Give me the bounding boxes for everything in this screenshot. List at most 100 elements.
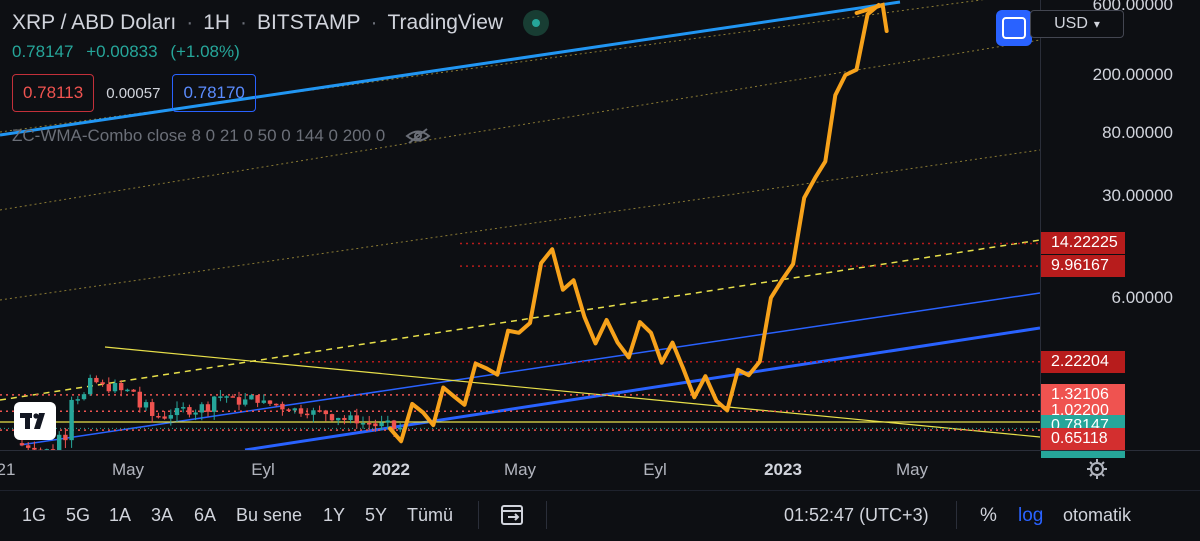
chevron-down-icon: ▾	[1094, 17, 1100, 31]
clock-timezone[interactable]: 01:52:47 (UTC+3)	[784, 505, 929, 526]
price-row: 0.78147 +0.00833 (+1.08%)	[12, 42, 549, 62]
candle-body	[100, 382, 104, 384]
candle-body	[262, 400, 266, 402]
price-change: +0.00833	[86, 42, 157, 61]
divider	[956, 501, 957, 529]
candle-body	[336, 418, 340, 420]
candle-body	[26, 445, 30, 448]
settings-gear-icon[interactable]	[1086, 458, 1108, 480]
price-tick-label: 80.00000	[1102, 123, 1173, 143]
interval-label[interactable]: 1H	[203, 11, 230, 35]
candle-body	[330, 414, 334, 420]
channel-lower-line	[245, 328, 1040, 450]
range-1g[interactable]: 1G	[22, 505, 46, 526]
candle-body	[193, 413, 197, 415]
time-tick-label: 2022	[372, 460, 410, 480]
time-tick-label: 2023	[764, 460, 802, 480]
candle-body	[94, 378, 98, 382]
symbol-row: XRP / ABD Doları · 1H · BITSTAMP · Tradi…	[12, 10, 549, 36]
market-status-icon[interactable]	[523, 10, 549, 36]
price-change-pct: (+1.08%)	[170, 42, 239, 61]
candle-body	[138, 392, 142, 408]
candle-body	[200, 404, 204, 412]
candle-body	[268, 400, 272, 403]
candle-body	[57, 435, 61, 450]
last-price: 0.78147	[12, 42, 73, 61]
candle-body	[107, 384, 111, 391]
candle-body	[317, 410, 321, 412]
price-tick-label: 30.00000	[1102, 186, 1173, 206]
range-5y[interactable]: 5Y	[365, 505, 387, 526]
candle-body	[76, 399, 80, 401]
fullscreen-icon[interactable]	[996, 10, 1032, 46]
candle-body	[311, 410, 315, 415]
time-tick-label: May	[896, 460, 928, 480]
tradingview-logo-icon[interactable]	[14, 402, 56, 440]
time-tick-label: May	[504, 460, 536, 480]
auto-scale-toggle[interactable]: otomatik	[1063, 505, 1131, 526]
candle-body	[237, 397, 241, 405]
spread-value: 0.00057	[106, 85, 160, 102]
range-all[interactable]: Tümü	[407, 505, 453, 526]
eye-off-icon[interactable]	[405, 127, 431, 145]
symbol-title[interactable]: XRP / ABD Doları	[12, 11, 176, 35]
range-6a[interactable]: 6A	[194, 505, 216, 526]
candle-body	[293, 408, 297, 410]
date-range-icon[interactable]	[500, 503, 526, 527]
candle-body	[361, 423, 365, 425]
price-tick-label: 6.00000	[1112, 288, 1173, 308]
candle-body	[20, 443, 24, 445]
range-5g[interactable]: 5G	[66, 505, 90, 526]
candle-body	[386, 421, 390, 423]
price-level-label: 0.65118	[1041, 428, 1125, 450]
candle-body	[398, 428, 402, 430]
candle-body	[63, 435, 67, 440]
divider	[546, 501, 547, 529]
candle-body	[342, 418, 346, 420]
buy-button[interactable]: 0.78170	[172, 74, 255, 112]
candle-body	[224, 396, 228, 398]
candle-body	[367, 423, 371, 425]
range-1y[interactable]: 1Y	[323, 505, 345, 526]
log-toggle[interactable]: log	[1018, 505, 1043, 527]
price-level-label: 2.22204	[1041, 351, 1125, 373]
candle-body	[305, 414, 309, 416]
price-level-label: 14.22225	[1041, 232, 1125, 254]
candle-body	[88, 378, 92, 394]
range-ytd[interactable]: Bu sene	[236, 505, 302, 526]
indicator-label[interactable]: ZC-WMA-Combo close 8 0 21 0 50 0 144 0 2…	[12, 126, 385, 146]
candle-body	[392, 421, 396, 430]
candle-body	[131, 390, 135, 392]
bid-ask-row: 0.78113 0.00057 0.78170	[12, 74, 549, 112]
candle-body	[175, 408, 179, 415]
currency-button[interactable]: USD ▾	[1030, 10, 1124, 38]
sell-button[interactable]: 0.78113	[12, 74, 94, 112]
candle-body	[379, 422, 383, 426]
trendline-dashed	[0, 240, 1040, 400]
candle-body	[113, 383, 117, 391]
candle-body	[299, 408, 303, 413]
exchange-label: BITSTAMP	[257, 11, 360, 35]
time-tick-label: Eyl	[643, 460, 667, 480]
time-tick-label: Eyl	[251, 460, 275, 480]
candle-body	[206, 404, 210, 412]
percent-toggle[interactable]: %	[980, 505, 997, 527]
candle-body	[125, 390, 129, 392]
indicator-row: ZC-WMA-Combo close 8 0 21 0 50 0 144 0 2…	[12, 126, 549, 146]
time-tick-label: 21	[0, 460, 15, 480]
candle-body	[348, 415, 352, 420]
candle-body	[119, 383, 123, 390]
candle-body	[156, 416, 160, 418]
candle-body	[218, 396, 222, 398]
candle-body	[162, 416, 166, 418]
range-3a[interactable]: 3A	[151, 505, 173, 526]
candle-body	[255, 395, 259, 403]
candle-body	[144, 402, 148, 407]
range-1a[interactable]: 1A	[109, 505, 131, 526]
candle-body	[69, 400, 73, 440]
candle-body	[355, 415, 359, 423]
currency-label: USD	[1054, 15, 1088, 33]
bottom-toolbar: 1G 5G 1A 3A 6A Bu sene 1Y 5Y Tümü 01:52:…	[0, 490, 1200, 541]
